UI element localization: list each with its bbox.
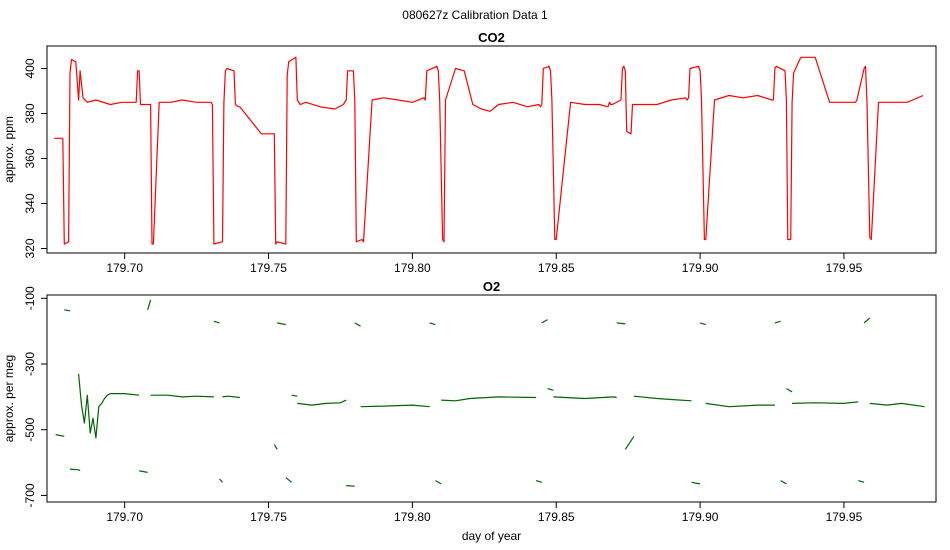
series-line-segment [222, 395, 240, 399]
series-line-segment [553, 396, 617, 400]
figure-title: 080627z Calibration Data 1 [402, 8, 548, 22]
series-line-segment [277, 322, 286, 326]
co2-panel: CO2 179.70 179.75 179.80 179.85 179.90 179.95 3… [2, 30, 937, 275]
x-tick-label: 179.95 [826, 510, 863, 524]
y-axis-label: approx. per meg [2, 355, 16, 442]
series-line-segment [535, 480, 542, 483]
y-tick-label: 340 [23, 193, 37, 213]
y-tick-label: -100 [23, 286, 37, 310]
series-line-segment [780, 480, 787, 485]
x-tick-label: 179.75 [250, 510, 287, 524]
x-tick-label: 179.85 [538, 510, 575, 524]
plot-frame [46, 294, 937, 503]
series-line-segment [705, 402, 775, 408]
series-line-segment [55, 434, 65, 437]
y-tick-label: 380 [23, 103, 37, 123]
x-tick-label: 179.90 [682, 510, 719, 524]
series-line-segment [213, 320, 220, 324]
y-tick-label: 400 [23, 58, 37, 78]
y-tick-label: -700 [23, 483, 37, 507]
series-line-segment [691, 481, 701, 485]
series-line-segment [138, 470, 148, 473]
series-line-segment [54, 56, 924, 245]
series-line-segment [78, 373, 140, 439]
series-line-segment [435, 480, 442, 485]
x-tick-label: 179.70 [106, 261, 143, 275]
series-line-segment [633, 395, 692, 402]
y-tick-label: 320 [23, 238, 37, 258]
x-tick-label: 179.80 [394, 510, 431, 524]
x-tick-label: 179.95 [826, 261, 863, 275]
o2-panel: O2 179.70 179.75 179.80 179.85 179.90 179.95 -1… [2, 279, 937, 543]
series-line-segment [429, 322, 436, 326]
y-tick-label: -500 [23, 417, 37, 441]
series-line-segment [150, 394, 214, 398]
series-line-segment [792, 401, 859, 404]
y-tick-label: -300 [23, 352, 37, 376]
x-tick-label: 179.70 [106, 510, 143, 524]
panel-title: CO2 [478, 30, 505, 45]
series-line-segment [64, 309, 71, 312]
series-line-segment [273, 444, 278, 450]
series-line-segment [869, 402, 925, 408]
x-tick-label: 179.80 [394, 261, 431, 275]
x-tick-label: 179.85 [538, 261, 575, 275]
panel-title: O2 [483, 279, 500, 294]
series-line-segment [786, 388, 793, 393]
series-line-segment [69, 468, 81, 472]
x-tick-label: 179.75 [250, 261, 287, 275]
series-line-segment [624, 435, 635, 450]
y-tick-label: 360 [23, 148, 37, 168]
x-axis-label: day of year [462, 529, 521, 543]
x-tick-label: 179.90 [682, 261, 719, 275]
series-line-segment [547, 388, 554, 391]
series-line-segment [863, 317, 871, 324]
series-line-segment [360, 404, 430, 408]
series-line-segment [699, 322, 706, 326]
series-line-segment [541, 319, 548, 324]
series-line-segment [774, 320, 781, 324]
plot-frame [46, 45, 937, 254]
series-line-segment [346, 485, 355, 487]
series-line-segment [291, 394, 298, 397]
series-line-segment [285, 476, 292, 483]
series-line-segment [354, 322, 361, 327]
series-line-segment [297, 399, 347, 406]
series-line-segment [441, 396, 537, 402]
series-line-segment [147, 299, 152, 310]
y-axis-label: approx. ppm [2, 116, 16, 183]
series-line-segment [219, 478, 223, 483]
series-line-segment [858, 480, 865, 483]
series-line-segment [616, 322, 626, 325]
